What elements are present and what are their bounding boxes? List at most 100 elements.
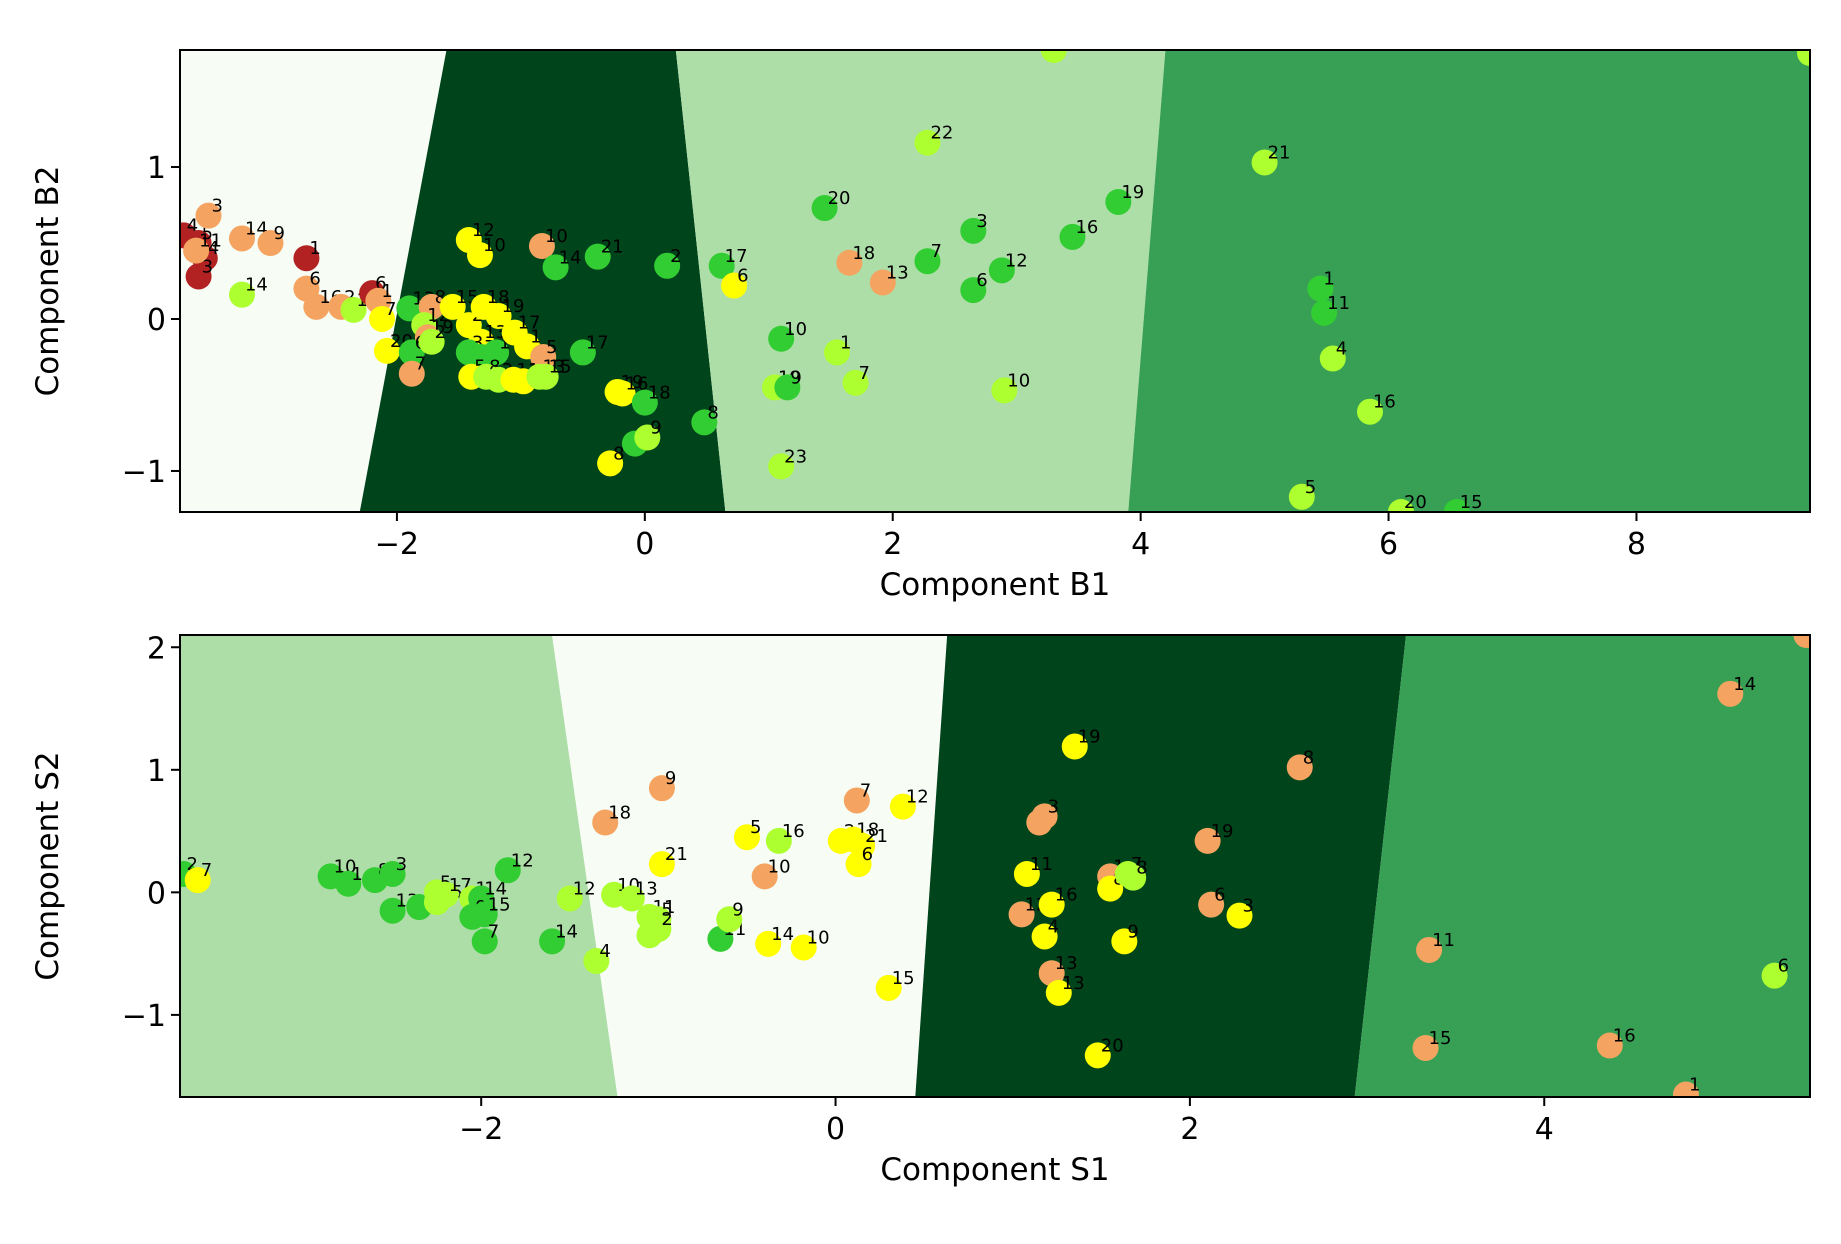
point-label: 14 [771,924,794,945]
data-point [1717,680,1744,707]
data-point [843,787,870,814]
point-label: 15 [1460,492,1483,513]
data-point [542,254,569,281]
data-point [1084,1042,1111,1069]
point-label: 5 [661,899,672,920]
decision-region [1354,635,1810,1097]
point-label: 13 [1062,973,1085,994]
point-label: 14 [245,275,268,296]
data-point [1045,979,1072,1006]
point-label: 13 [635,878,658,899]
point-label: 17 [518,313,541,334]
data-point [823,339,850,366]
data-point [532,363,559,390]
data-point [845,851,872,878]
point-label: 9 [1127,921,1138,942]
point-label: 14 [1733,674,1756,695]
decision-regions [180,635,1810,1097]
point-label: 3 [1243,896,1254,917]
point-label: 1 [499,332,510,353]
point-label: 6 [862,844,873,865]
point-label: 3 [396,854,407,875]
data-point [1120,864,1147,891]
data-point [811,195,838,222]
point-label: 8 [707,402,718,423]
data-point [379,860,406,887]
data-point [618,885,645,912]
data-point [645,916,672,943]
x-axis-label: Component B1 [880,567,1111,603]
point-label: 15 [892,968,915,989]
data-point [539,928,566,955]
point-label: 8 [613,443,624,464]
point-label: 1 [381,281,392,302]
point-label: 10 [807,927,830,948]
data-point [483,339,510,366]
x-tick-label: −2 [375,527,419,562]
data-point [768,453,795,480]
point-label: 7 [201,860,212,881]
x-tick-label: 6 [1379,527,1398,562]
point-label: 16 [782,821,805,842]
point-label: 14 [559,247,582,268]
data-point [836,249,863,276]
data-point [1288,483,1315,510]
point-label: 21 [865,826,888,847]
data-point [1059,223,1086,250]
data-point [914,248,941,275]
point-label: 18 [487,287,510,308]
point-label: 6 [309,269,320,290]
point-label: 10 [545,226,568,247]
data-point [1761,962,1788,989]
point-label: 21 [665,844,688,865]
data-point [335,870,362,897]
point-label: 1 [1689,1075,1700,1096]
data-point [1412,1034,1439,1061]
decision-region [1128,50,1810,512]
point-label: 14 [484,878,507,899]
point-label: 4 [599,941,610,962]
data-point [569,339,596,366]
data-point [1008,901,1035,928]
data-point [592,809,619,836]
scatter-points: 4543113149141616215617201381219627151210… [180,50,1810,513]
data-point [398,360,425,387]
point-label: 13 [484,322,507,343]
data-point [1793,635,1810,648]
point-label: 7 [859,363,870,384]
data-point [733,824,760,851]
data-point [1356,398,1383,425]
data-point [960,217,987,244]
y-tick-label: 1 [147,754,166,789]
point-label: 1 [530,326,541,347]
data-point [466,242,493,269]
y-tick-label: 2 [147,631,166,666]
point-label: 20 [1404,492,1427,513]
point-label: 15 [488,894,511,915]
point-label: 14 [555,921,578,942]
data-point [774,374,801,401]
point-label: 16 [626,373,649,394]
point-label: 9 [665,768,676,789]
data-point [716,906,743,933]
data-point [768,325,795,352]
data-point [1226,902,1253,929]
data-point [1061,733,1088,760]
scatter-points: 2710183131615517114915712141241810131153… [180,615,1820,1097]
data-point [183,237,210,264]
point-label: 5 [546,337,557,358]
point-label: 20 [828,188,851,209]
point-label: 4 [1809,615,1820,636]
point-label: 3 [1048,796,1059,817]
data-point [303,293,330,320]
data-point [1013,860,1040,887]
data-point [1286,754,1313,781]
point-label: 19 [1078,727,1101,748]
data-point [379,897,406,924]
point-label: 19 [1211,821,1234,842]
x-axis-label: Component S1 [880,1152,1109,1188]
point-label: 10 [768,856,791,877]
data-point [631,389,658,416]
point-label: 6 [375,273,386,294]
data-point [374,337,401,364]
